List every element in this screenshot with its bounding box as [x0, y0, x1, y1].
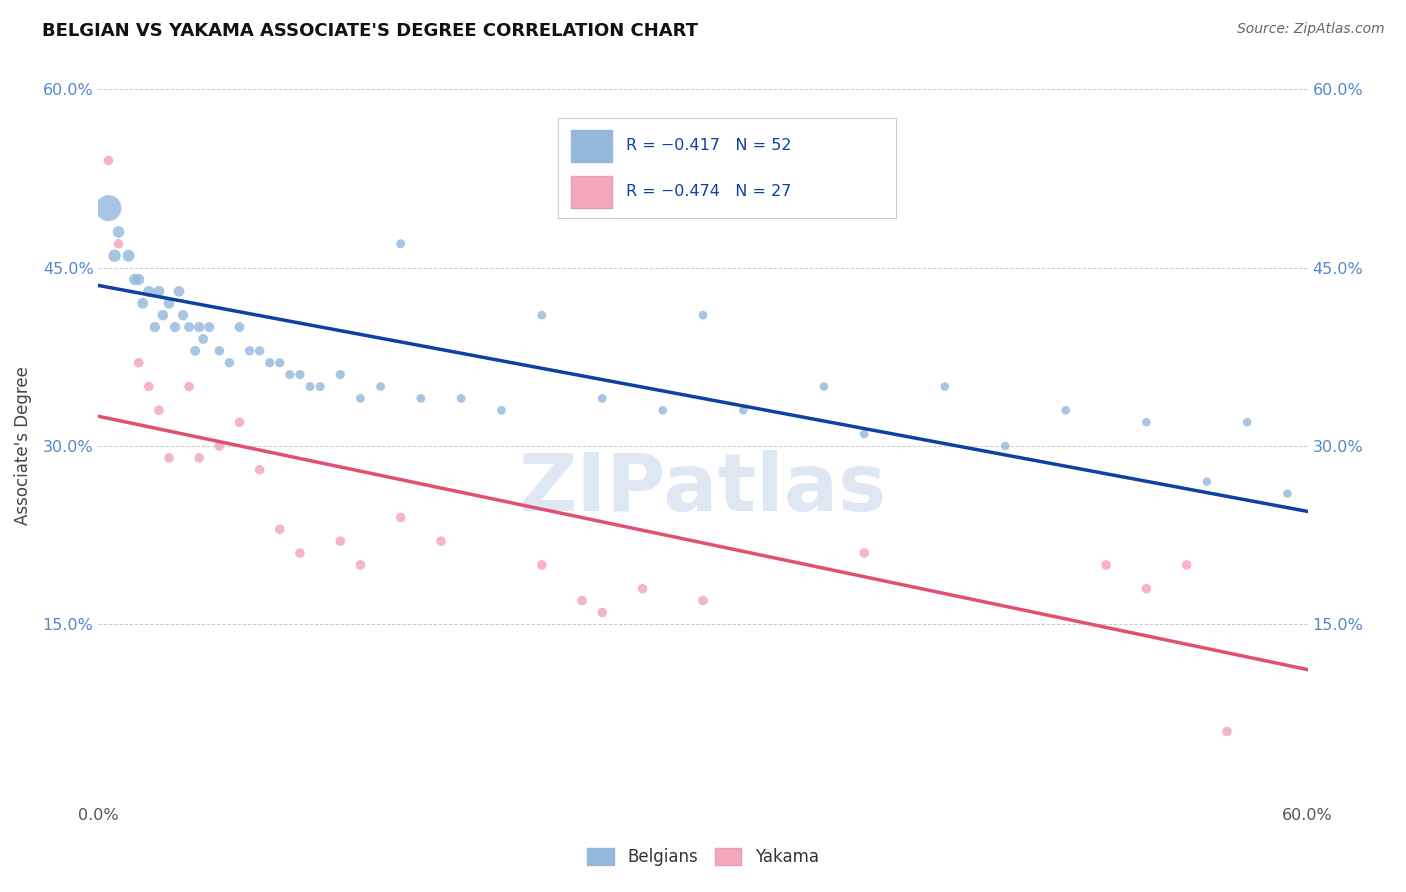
Point [370, 379, 392, 393]
Point [188, 450, 211, 465]
Point [1277, 486, 1299, 500]
Point [228, 320, 250, 334]
Point [138, 379, 160, 393]
Point [259, 356, 281, 370]
Point [349, 558, 371, 572]
Point [138, 285, 160, 299]
Point [278, 368, 301, 382]
Point [249, 463, 271, 477]
Point [179, 320, 201, 334]
Point [124, 272, 146, 286]
Point [157, 296, 180, 310]
Point [1175, 558, 1198, 572]
Point [430, 534, 453, 549]
Point [530, 558, 553, 572]
Point [571, 593, 593, 607]
Text: Source: ZipAtlas.com: Source: ZipAtlas.com [1237, 22, 1385, 37]
Point [198, 320, 221, 334]
Point [349, 392, 371, 406]
Point [167, 285, 190, 299]
Point [631, 582, 654, 596]
Point [591, 606, 613, 620]
Point [269, 522, 291, 536]
Point [107, 236, 129, 251]
Point [132, 296, 155, 310]
Point [491, 403, 513, 417]
Point [188, 320, 211, 334]
Point [591, 392, 613, 406]
Point [389, 236, 412, 251]
Point [409, 392, 432, 406]
Point [309, 379, 332, 393]
Point [152, 308, 174, 322]
Point [97, 153, 120, 168]
Point [97, 201, 120, 215]
Point [733, 403, 755, 417]
Point [163, 320, 186, 334]
Point [143, 320, 166, 334]
Text: ZIPatlas: ZIPatlas [519, 450, 887, 528]
Point [179, 379, 201, 393]
Point [148, 285, 170, 299]
Point [118, 249, 141, 263]
Point [218, 356, 240, 370]
Point [853, 427, 876, 442]
Point [208, 343, 231, 358]
Point [208, 439, 231, 453]
Point [994, 439, 1017, 453]
Point [1135, 582, 1157, 596]
Text: BELGIAN VS YAKAMA ASSOCIATE'S DEGREE CORRELATION CHART: BELGIAN VS YAKAMA ASSOCIATE'S DEGREE COR… [42, 22, 699, 40]
Point [934, 379, 956, 393]
Point [1095, 558, 1118, 572]
Point [148, 403, 170, 417]
Point [157, 450, 180, 465]
Legend: Belgians, Yakama: Belgians, Yakama [581, 841, 825, 873]
Point [172, 308, 194, 322]
Point [450, 392, 472, 406]
Point [103, 249, 125, 263]
Point [184, 343, 207, 358]
Point [1216, 724, 1239, 739]
Y-axis label: Associate's Degree: Associate's Degree [14, 367, 31, 525]
Point [288, 546, 311, 560]
Point [239, 343, 262, 358]
Point [1195, 475, 1218, 489]
Point [249, 343, 271, 358]
Point [1054, 403, 1077, 417]
Point [1135, 415, 1157, 429]
Point [530, 308, 553, 322]
Point [228, 415, 250, 429]
Point [107, 225, 129, 239]
Point [692, 308, 714, 322]
Point [128, 356, 150, 370]
Point [128, 272, 150, 286]
Point [813, 379, 835, 393]
Point [853, 546, 876, 560]
Point [288, 368, 311, 382]
Point [651, 403, 673, 417]
Point [692, 593, 714, 607]
Point [269, 356, 291, 370]
Point [329, 534, 352, 549]
Point [389, 510, 412, 524]
Point [1236, 415, 1258, 429]
Point [299, 379, 322, 393]
Point [329, 368, 352, 382]
Point [193, 332, 215, 346]
